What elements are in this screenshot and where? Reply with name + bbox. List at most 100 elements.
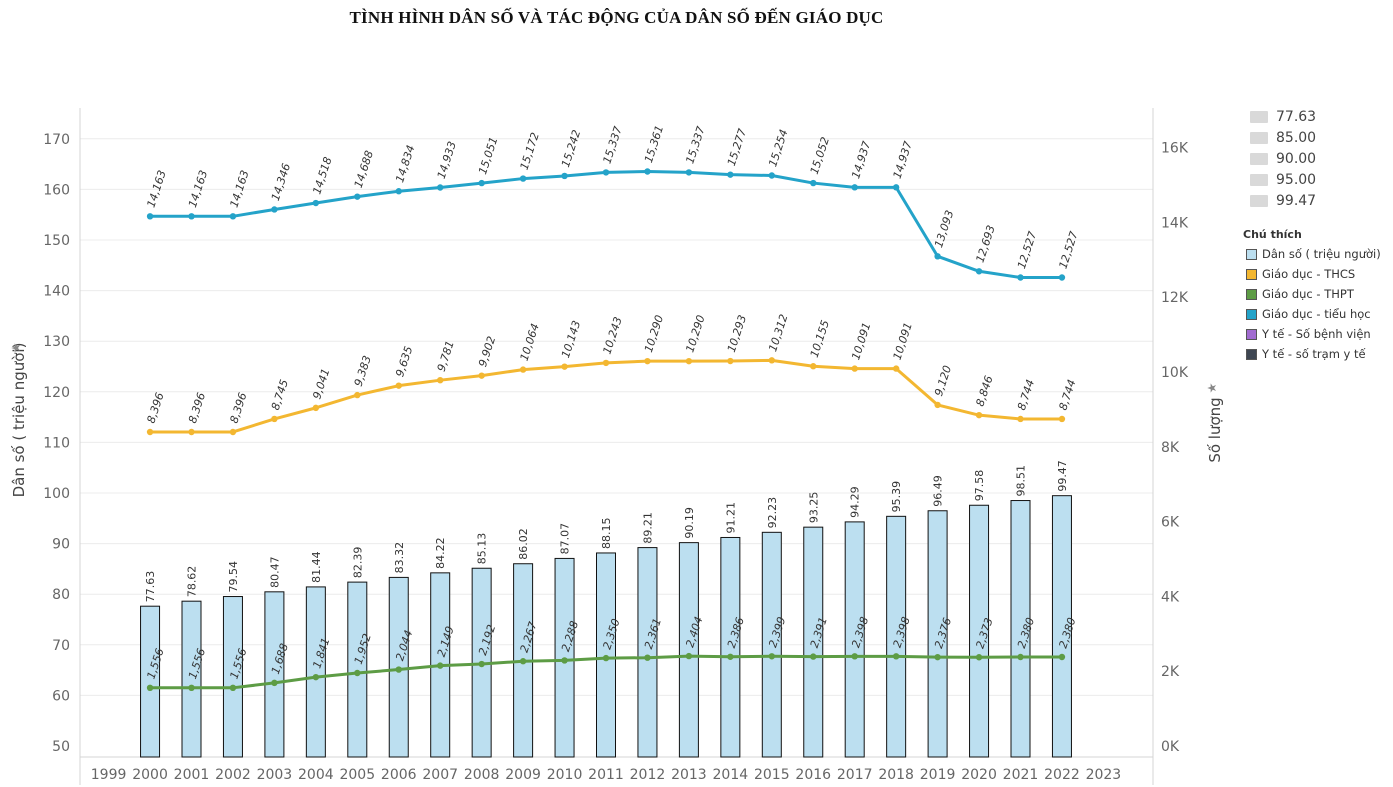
line-point: [644, 654, 651, 661]
legend-panel: 77.63 85.00 90.00 95.00 99.47 Chú thích Dân …: [1243, 106, 1391, 364]
line-data-label: 9,781: [435, 339, 457, 373]
line-point: [644, 357, 651, 365]
bar-data-label: 96.49: [932, 475, 945, 507]
line-point: [727, 171, 734, 178]
x-tick-label: 2016: [795, 767, 831, 783]
line-data-label: 12,693: [974, 224, 998, 265]
line-data-label: 14,688: [352, 149, 376, 190]
line-data-label: 14,834: [393, 144, 417, 185]
x-tick-label: 2011: [588, 767, 624, 783]
bar-data-label: 98.51: [1015, 465, 1028, 497]
line-point: [312, 199, 320, 207]
line-data-label: 14,937: [891, 140, 915, 181]
size-legend-label: 77.63: [1276, 108, 1317, 125]
y2-tick-label: 8K: [1161, 440, 1180, 456]
y2-tick-label: 10K: [1161, 365, 1189, 381]
legend-swatch-icon: [1246, 248, 1257, 260]
line-point: [685, 652, 693, 660]
line-data-label: 10,155: [808, 318, 832, 359]
line-point: [810, 653, 817, 660]
line-point: [975, 654, 983, 661]
bar: [678, 542, 699, 758]
y-tick-label: 150: [43, 233, 70, 249]
line-point: [934, 253, 941, 260]
legend-item[interactable]: Y tế - Số bệnh viện: [1243, 324, 1391, 344]
line-data-label: 8,396: [186, 391, 208, 425]
line-point: [602, 359, 610, 367]
legend-label: Y tế - Số bệnh viện: [1262, 327, 1371, 341]
line-data-label: 8,396: [227, 391, 249, 425]
line-point: [975, 268, 983, 275]
y2-tick-label: 2K: [1161, 664, 1180, 680]
line-point: [644, 168, 651, 175]
line-point: [1017, 415, 1024, 423]
line-data-label: 15,051: [476, 135, 500, 176]
legend-item[interactable]: Giáo dục - THPT: [1243, 284, 1391, 304]
size-legend-label: 95.00: [1276, 171, 1317, 188]
x-tick-label: 2008: [464, 767, 500, 783]
line-point: [146, 213, 154, 220]
line-point: [437, 376, 444, 384]
bar-data-label: 93.25: [807, 492, 820, 524]
y-tick-label: 100: [43, 486, 70, 502]
bar: [222, 596, 243, 758]
size-legend-item: 77.63: [1243, 106, 1391, 127]
line-data-label: 15,052: [808, 135, 832, 176]
size-legend-item: 99.47: [1243, 190, 1391, 211]
line-point: [685, 169, 693, 176]
bar: [1010, 500, 1031, 758]
line-data-label: 10,293: [725, 313, 749, 354]
line-data-label: 9,635: [393, 345, 415, 379]
legend-label: Y tế - số trạm y tế: [1262, 347, 1366, 361]
y-tick-label: 90: [52, 537, 70, 553]
line-point: [229, 213, 237, 220]
y-tick-label: 170: [43, 132, 70, 148]
line-point: [934, 653, 941, 661]
legend-item[interactable]: Y tế - số trạm y tế: [1243, 344, 1391, 364]
bar: [1051, 495, 1072, 758]
bar: [886, 515, 907, 758]
bar-data-label: 86.02: [517, 528, 530, 560]
line-point: [437, 662, 444, 669]
line-point: [727, 357, 734, 365]
line-point: [478, 372, 485, 379]
x-tick-label: 2002: [215, 767, 251, 783]
x-tick-label: 2006: [381, 767, 417, 783]
line-point: [395, 188, 402, 195]
legend-item[interactable]: Dân số ( triệu người): [1243, 244, 1391, 264]
size-legend-item: 90.00: [1243, 148, 1391, 169]
line-data-label: 10,243: [600, 315, 624, 356]
line-point: [519, 175, 527, 182]
bar-data-label: 85.13: [476, 533, 489, 565]
line-point: [810, 179, 817, 187]
legend-item[interactable]: Giáo dục - THCS: [1243, 264, 1391, 284]
size-swatch-icon: [1250, 131, 1268, 144]
line-point: [478, 660, 485, 668]
line-point: [685, 357, 693, 365]
line-point: [188, 684, 195, 692]
x-tick-label: 2009: [505, 767, 541, 783]
line-point: [602, 169, 610, 176]
x-tick-label: 2020: [961, 767, 997, 783]
y-tick-label: 70: [52, 638, 70, 654]
line-data-label: 8,396: [145, 391, 167, 425]
line-point: [1017, 274, 1024, 281]
legend-swatch-icon: [1246, 348, 1257, 360]
line-point: [1058, 274, 1066, 281]
size-legend-item: 85.00: [1243, 127, 1391, 148]
line-data-label: 15,254: [766, 128, 790, 169]
bar: [720, 536, 741, 758]
legend-label: Giáo dục - THPT: [1262, 287, 1354, 301]
line-data-label: 12,527: [1056, 230, 1080, 271]
legend-label: Giáo dục - tiểu học: [1262, 307, 1371, 321]
line-point: [851, 365, 858, 372]
bar: [347, 581, 368, 758]
y-tick-label: 160: [43, 182, 70, 198]
legend-label: Dân số ( triệu người): [1262, 247, 1381, 261]
line-data-label: 10,064: [518, 322, 542, 363]
size-legend-item: 95.00: [1243, 169, 1391, 190]
line-point: [188, 213, 195, 220]
bar-data-label: 90.19: [683, 507, 696, 539]
x-tick-label: 1999: [91, 767, 127, 783]
legend-item[interactable]: Giáo dục - tiểu học: [1243, 304, 1391, 324]
